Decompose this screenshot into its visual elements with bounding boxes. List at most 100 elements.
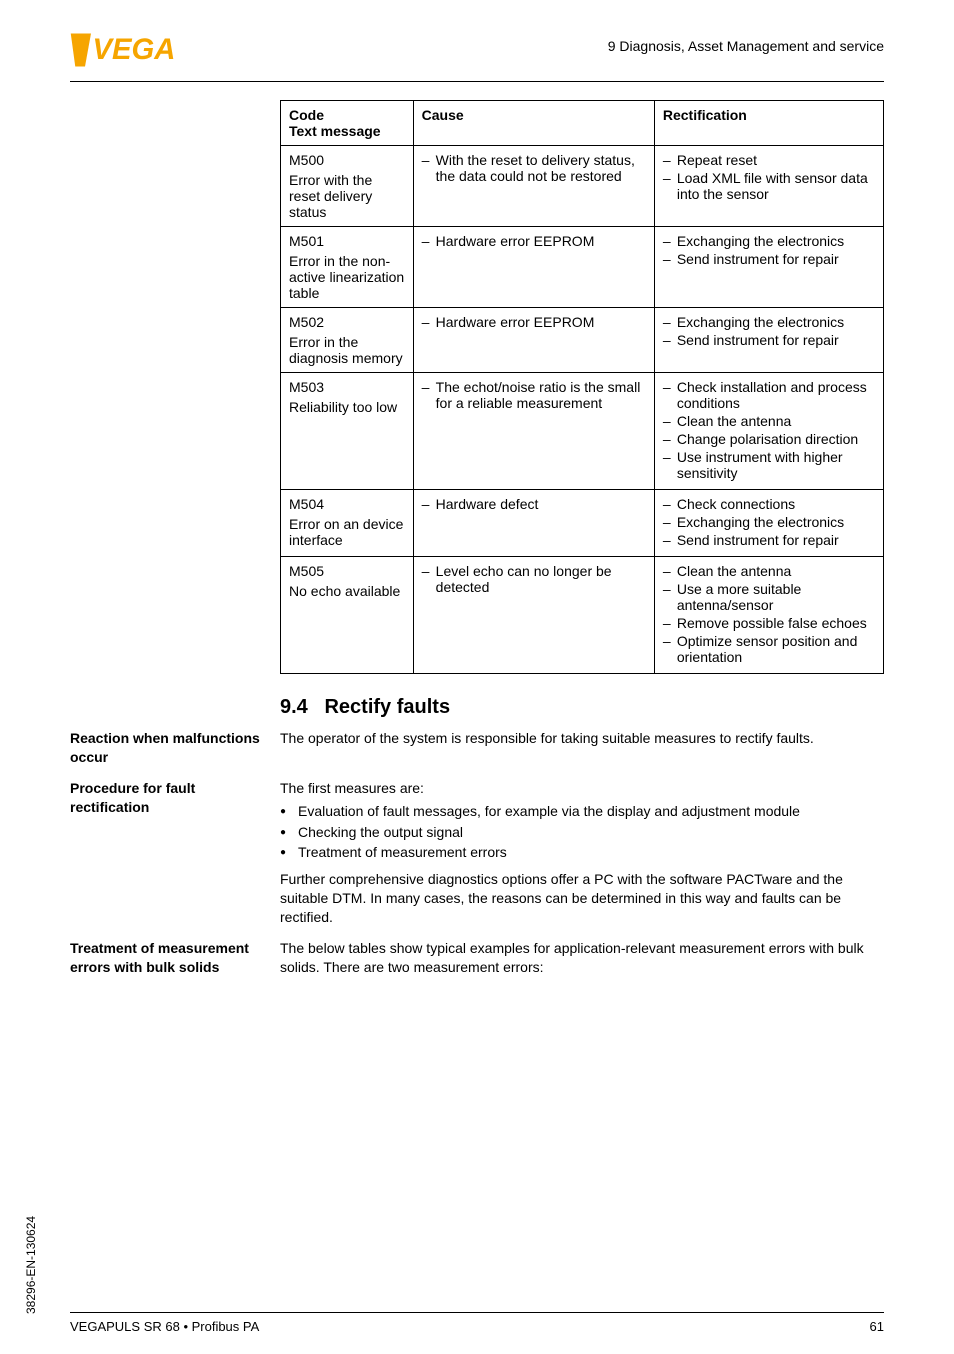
procedure-bullet-item: Checking the output signal (280, 823, 884, 842)
rectification-item: Check connections (663, 496, 875, 512)
code-number: M501 (289, 233, 405, 249)
rectification-list: Clean the antenna Use a more suitable ant… (663, 563, 875, 665)
rectification-item: Exchanging the electronics (663, 514, 875, 530)
body-reaction: The operator of the system is responsibl… (280, 729, 884, 767)
cause-list: The echot/noise ratio is the small for a… (422, 379, 646, 411)
cause-list: With the reset to delivery status, the d… (422, 152, 646, 184)
cause-list: Hardware error EEPROM (422, 314, 646, 330)
block-reaction: Reaction when malfunctions occur The ope… (70, 729, 884, 767)
section-title: Rectify faults (324, 696, 450, 718)
vertical-doc-number: 38296-EN-130624 (24, 1216, 38, 1314)
rectification-item: Use a more suitable antenna/sensor (663, 581, 875, 613)
side-label-treatment: Treatment of measurement errors with bul… (70, 939, 280, 977)
cause-list: Level echo can no longer be detected (422, 563, 646, 595)
cell-rectification: Exchanging the electronics Send instrumen… (654, 308, 883, 373)
section-heading-9-4: 9.4 Rectify faults (280, 696, 884, 719)
rectification-list: Check installation and process condition… (663, 379, 875, 481)
rectification-item: Repeat reset (663, 152, 875, 168)
table-row: M502 Error in the diagnosis memory Hardwar… (281, 308, 884, 373)
block-procedure: Procedure for fault rectification The fi… (70, 779, 884, 927)
section-number: 9.4 (280, 696, 308, 718)
page-header: VEGA 9 Diagnosis, Asset Management and s… (70, 30, 884, 82)
cell-cause: Hardware error EEPROM (413, 227, 654, 308)
table-row: M505 No echo available Level echo can no l… (281, 557, 884, 674)
table-row: M503Reliability too lowThe echot/noise r… (281, 373, 884, 490)
cell-code: M504 Error on an device interface (281, 490, 414, 557)
cell-cause: With the reset to delivery status, the d… (413, 146, 654, 227)
table-row: M500 Error with the reset delivery status… (281, 146, 884, 227)
cell-cause: Hardware error EEPROM (413, 308, 654, 373)
col-header-code-line2: Text message (289, 123, 381, 139)
cause-item: The echot/noise ratio is the small for a… (422, 379, 646, 411)
cause-item: Hardware error EEPROM (422, 233, 646, 249)
col-header-code: Code Text message (281, 101, 414, 146)
rectification-item: Remove possible false echoes (663, 615, 875, 631)
procedure-bullet-item: Treatment of measurement errors (280, 843, 884, 862)
rectification-list: Exchanging the electronics Send instrumen… (663, 233, 875, 267)
page: VEGA 9 Diagnosis, Asset Management and s… (0, 0, 954, 1354)
code-text: Reliability too low (289, 399, 405, 415)
footer-left: VEGAPULS SR 68 • Profibus PA (70, 1319, 259, 1334)
footer-right: 61 (870, 1319, 884, 1334)
cause-item: Hardware defect (422, 496, 646, 512)
cell-cause: Hardware defect (413, 490, 654, 557)
cause-item: Level echo can no longer be detected (422, 563, 646, 595)
page-footer: VEGAPULS SR 68 • Profibus PA 61 (70, 1312, 884, 1334)
rectification-list: Check connections Exchanging the electron… (663, 496, 875, 548)
codes-table-header-row: Code Text message Cause Rectification (281, 101, 884, 146)
body-procedure: The first measures are: Evaluation of fa… (280, 779, 884, 927)
rectification-item: Clean the antenna (663, 413, 875, 429)
cell-rectification: Exchanging the electronics Send instrumen… (654, 227, 883, 308)
rectification-item: Exchanging the electronics (663, 314, 875, 330)
col-header-code-line1: Code (289, 107, 324, 123)
code-text: No echo available (289, 583, 405, 599)
procedure-para2: Further comprehensive diagnostics option… (280, 870, 884, 927)
rectification-item: Use instrument with higher sensitivity (663, 449, 875, 481)
cell-code: M500 Error with the reset delivery status (281, 146, 414, 227)
body-treatment: The below tables show typical examples f… (280, 939, 884, 977)
code-number: M502 (289, 314, 405, 330)
rectification-item: Send instrument for repair (663, 532, 875, 548)
code-text: Error with the reset delivery status (289, 172, 405, 220)
code-number: M500 (289, 152, 405, 168)
cell-rectification: Check installation and process condition… (654, 373, 883, 490)
block-treatment: Treatment of measurement errors with bul… (70, 939, 884, 977)
vega-logo-svg: VEGA (70, 30, 190, 70)
codes-table: Code Text message Cause Rectification M5… (280, 100, 884, 674)
side-label-reaction: Reaction when malfunctions occur (70, 729, 280, 767)
cell-rectification: Check connections Exchanging the electron… (654, 490, 883, 557)
cell-code: M501Error in the non-active linearizatio… (281, 227, 414, 308)
code-number: M505 (289, 563, 405, 579)
cell-rectification: Repeat resetLoad XML file with sensor da… (654, 146, 883, 227)
cause-item: With the reset to delivery status, the d… (422, 152, 646, 184)
rectification-item: Send instrument for repair (663, 251, 875, 267)
codes-table-wrap: Code Text message Cause Rectification M5… (280, 100, 884, 674)
code-text: Error on an device interface (289, 516, 405, 548)
cell-cause: The echot/noise ratio is the small for a… (413, 373, 654, 490)
cell-cause: Level echo can no longer be detected (413, 557, 654, 674)
col-header-rectification: Rectification (654, 101, 883, 146)
rectification-list: Repeat resetLoad XML file with sensor da… (663, 152, 875, 202)
rectification-item: Clean the antenna (663, 563, 875, 579)
col-header-cause: Cause (413, 101, 654, 146)
table-row: M501Error in the non-active linearizatio… (281, 227, 884, 308)
rectification-item: Send instrument for repair (663, 332, 875, 348)
cause-item: Hardware error EEPROM (422, 314, 646, 330)
rectification-list: Exchanging the electronics Send instrumen… (663, 314, 875, 348)
cell-rectification: Clean the antenna Use a more suitable ant… (654, 557, 883, 674)
procedure-bullet-item: Evaluation of fault messages, for exampl… (280, 802, 884, 821)
cell-code: M502 Error in the diagnosis memory (281, 308, 414, 373)
cell-code: M505 No echo available (281, 557, 414, 674)
table-row: M504 Error on an device interface Hardware… (281, 490, 884, 557)
cause-list: Hardware defect (422, 496, 646, 512)
code-number: M504 (289, 496, 405, 512)
cell-code: M503Reliability too low (281, 373, 414, 490)
rectification-item: Optimize sensor position and orientation (663, 633, 875, 665)
rectification-item: Check installation and process condition… (663, 379, 875, 411)
vega-logo: VEGA (70, 30, 190, 75)
side-label-procedure: Procedure for fault rectification (70, 779, 280, 927)
code-text: Error in the diagnosis memory (289, 334, 405, 366)
rectification-item: Exchanging the electronics (663, 233, 875, 249)
rectification-item: Change polarisation direction (663, 431, 875, 447)
logo-text: VEGA (93, 34, 176, 66)
